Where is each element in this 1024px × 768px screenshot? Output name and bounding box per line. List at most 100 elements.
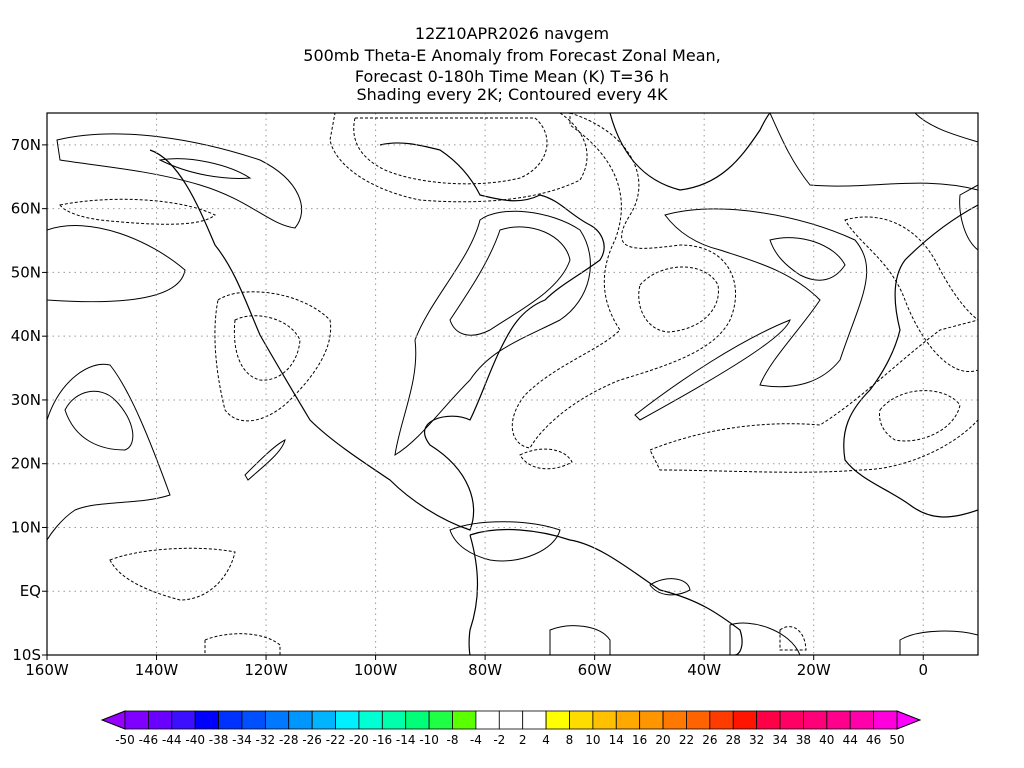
green-region-alaska: [59, 198, 216, 225]
colorbar-label: -40: [185, 733, 205, 747]
green-region-south-atlantic: [779, 626, 807, 651]
colorbar-swatch: [639, 710, 664, 730]
x-tick-label: 140W: [135, 661, 179, 679]
y-tick-label: 10S: [12, 646, 41, 664]
green-region-pacific-south: [204, 633, 281, 655]
colorbar-label: 46: [866, 733, 881, 747]
x-axis: 160W 140W 120W 100W 80W 60W 40W 20W 0: [25, 655, 928, 679]
colorbar-swatch: [686, 710, 711, 730]
coastline-greenland: [609, 113, 771, 191]
x-tick-label: 120W: [244, 661, 288, 679]
colorbar-swatch: [732, 710, 758, 730]
colorbar-swatch: [849, 710, 875, 730]
colorbar-swatch: [124, 710, 149, 730]
y-tick-label: EQ: [20, 582, 41, 600]
green-region-atlantic: [511, 113, 737, 449]
colorbar-label: -10: [419, 733, 439, 747]
orange-region-hawaii: [64, 390, 134, 451]
yellow-streak-pacific: [244, 439, 286, 481]
colorbar-swatch: [218, 710, 243, 730]
yellow-region-east-edge: [959, 184, 978, 251]
colorbar-label: 20: [655, 733, 670, 747]
yellow-region-alaska: [56, 133, 303, 229]
colorbar-label: -2: [493, 733, 505, 747]
green-region-florida: [519, 448, 573, 470]
colorbar-swatch: [241, 710, 266, 730]
colorbar-label: 14: [609, 733, 624, 747]
colorbar-label: 50: [889, 733, 904, 747]
y-tick-label: 30N: [11, 391, 41, 409]
colorbar-label: -14: [396, 733, 416, 747]
teal-region-africa: [879, 390, 961, 442]
title-line-2: 500mb Theta-E Anomaly from Forecast Zona…: [303, 46, 720, 65]
yellow-region-south-1: [549, 625, 611, 655]
colorbar-label: 40: [819, 733, 834, 747]
shaded-field: [47, 113, 978, 655]
colorbar-label: -16: [373, 733, 393, 747]
teal-region-west-us: [233, 315, 301, 381]
colorbar-label: -32: [256, 733, 276, 747]
yellow-region-pacific-north: [47, 225, 186, 303]
yellow-region-atlantic-hook: [664, 208, 868, 388]
x-tick-label: 40W: [687, 661, 721, 679]
colorbar-swatch: [662, 710, 687, 730]
coastline-africa-europe: [843, 204, 978, 518]
colorbar-swatch: [194, 710, 219, 730]
y-tick-label: 60N: [11, 200, 41, 218]
x-tick-label: 100W: [354, 661, 398, 679]
colorbar-swatch: [147, 710, 173, 730]
y-tick-label: 20N: [11, 455, 41, 473]
x-tick-label: 60W: [578, 661, 612, 679]
colorbar-swatch: [709, 710, 734, 730]
title-line-4: Shading every 2K; Contoured every 4K: [356, 85, 668, 104]
colorbar-label: -26: [302, 733, 322, 747]
colorbar-low-arrow: [100, 710, 126, 730]
colorbar-label: 8: [566, 733, 574, 747]
colorbar-swatch: [803, 710, 828, 730]
y-axis: 70N 60N 50N 40N 30N 20N 10N EQ 10S: [11, 136, 47, 664]
x-tick-label: 80W: [468, 661, 502, 679]
yellow-streak-atlantic: [634, 319, 791, 421]
yellow-region-hawaii: [47, 363, 171, 541]
colorbar-swatch: [405, 710, 430, 730]
title-line-3: Forecast 0-180h Time Mean (K) T=36 h: [355, 67, 669, 86]
colorbar-label: 4: [542, 733, 550, 747]
gold-region-atlantic-hook: [769, 237, 846, 281]
colorbar-label: -34: [232, 733, 252, 747]
x-tick-label: 0: [918, 661, 928, 679]
colorbar-swatch: [171, 710, 196, 730]
teal-region-atlantic: [638, 266, 719, 333]
teal-region-canada: [353, 117, 548, 185]
colorbar-swatch: [288, 710, 313, 730]
x-tick-label: 20W: [797, 661, 831, 679]
y-tick-label: 70N: [11, 136, 41, 154]
colorbar-label: -22: [326, 733, 346, 747]
colorbar-label: 32: [749, 733, 764, 747]
yellow-region-south-4: [649, 578, 691, 596]
colorbar-swatch: [264, 710, 290, 730]
plot-frame: [46, 112, 979, 656]
colorbar-swatch: [545, 710, 570, 730]
colorbar-swatch: [381, 710, 407, 730]
yellow-region-east-us: [394, 210, 591, 456]
title-line-1: 12Z10APR2026 navgem: [415, 24, 609, 43]
colorbar-swatch: [779, 710, 804, 730]
green-region-canada: [329, 113, 588, 203]
colorbar-swatch: [826, 710, 851, 730]
green-region-pacific-eq: [109, 547, 236, 601]
coastline-north-america: [149, 142, 605, 531]
colorbar-label: 2: [519, 733, 527, 747]
colorbar-swatch: [522, 710, 547, 730]
colorbar-swatch: [475, 710, 500, 730]
yellow-region-europe: [769, 113, 978, 191]
colorbar-label: -28: [279, 733, 299, 747]
colorbar-swatch: [569, 710, 594, 730]
colorbar-swatch: [615, 710, 641, 730]
colorbar-label: 38: [796, 733, 811, 747]
colorbar-swatch: [358, 710, 383, 730]
yellow-region-south-3: [899, 630, 978, 655]
colorbar-label: -46: [139, 733, 159, 747]
x-tick-label: 160W: [25, 661, 69, 679]
colorbar-swatch: [335, 710, 360, 730]
